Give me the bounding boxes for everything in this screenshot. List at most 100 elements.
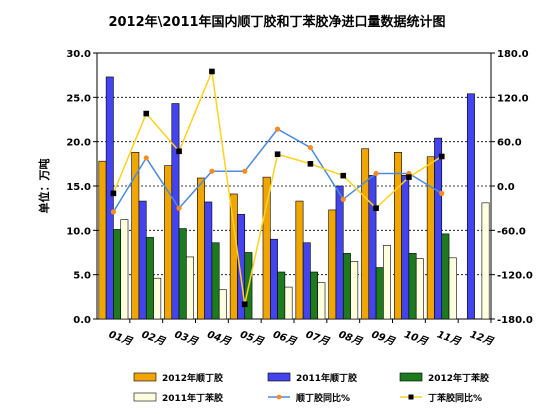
x-tick-label: 11月	[435, 328, 463, 348]
y2-tick-label: -60.0	[497, 226, 526, 237]
line-point	[340, 172, 347, 179]
bar	[204, 201, 213, 320]
right-axis: -180.0 -120.0 -60.0 0.0 60.0 120.0 180.0	[491, 49, 533, 326]
bar	[171, 103, 180, 320]
legend: 2012年顺丁胶 2011年顺丁胶 2012年丁苯胶 2011年丁苯胶 顺丁胶同比% 丁苯…	[133, 372, 489, 404]
bar	[335, 185, 344, 320]
y-tick-label: 10.0	[66, 226, 91, 237]
y2-tick-label: 60.0	[497, 138, 522, 149]
line-point	[209, 68, 215, 75]
bar	[415, 258, 424, 320]
bar	[441, 233, 450, 320]
bar	[211, 242, 220, 320]
bar	[317, 282, 326, 320]
y2-tick-label: 180.0	[497, 49, 529, 60]
lines	[110, 68, 445, 308]
legend-swatch	[267, 372, 291, 382]
x-axis: 01月 02月 03月 04月 05月 06月 07月 08月 09月 10月 11月 12月	[107, 319, 496, 348]
line-point	[307, 144, 314, 151]
x-tick-label: 02月	[140, 328, 168, 348]
bar	[426, 156, 435, 320]
y-tick-label: 30.0	[66, 49, 91, 60]
legend-marker	[408, 394, 414, 400]
grid-lines	[97, 96, 491, 276]
line-point	[274, 151, 281, 158]
bar	[295, 200, 304, 320]
line-point	[209, 168, 215, 174]
y-tick-label: 25.0	[66, 93, 91, 104]
legend-swatch	[133, 372, 157, 382]
legend-label: 2011年丁苯胶	[162, 392, 223, 404]
x-tick-label: 07月	[304, 328, 332, 348]
bar	[218, 289, 227, 320]
x-tick-label: 01月	[107, 328, 135, 348]
x-tick-label: 10月	[403, 328, 431, 348]
bar	[342, 253, 351, 320]
y-tick-label: 5.0	[73, 271, 91, 282]
bar	[328, 209, 337, 320]
line-point	[241, 301, 248, 308]
x-tick-label: 04月	[206, 328, 234, 348]
x-tick-label: 09月	[370, 328, 398, 348]
y2-tick-label: -120.0	[497, 271, 533, 282]
bar	[466, 93, 475, 320]
bar	[98, 160, 107, 320]
bar	[105, 76, 114, 320]
line-point	[373, 205, 379, 211]
bar	[394, 152, 402, 320]
bar	[120, 219, 129, 320]
x-tick-label: 05月	[238, 328, 266, 348]
line-point	[143, 155, 149, 161]
bar	[197, 177, 205, 320]
y-axis-label: 单位：万吨	[37, 159, 51, 214]
line-point	[242, 168, 248, 174]
bar	[284, 286, 293, 320]
line-point	[143, 110, 150, 117]
bar	[383, 245, 391, 320]
bar	[269, 238, 278, 320]
bar	[401, 175, 410, 320]
line-point	[110, 209, 117, 215]
line-point	[406, 174, 412, 180]
legend-label: 2012年顺丁胶	[162, 372, 223, 384]
line-point	[438, 153, 445, 160]
bar	[368, 175, 377, 320]
left-axis: 0.0 5.0 10.0 15.0 20.0 25.0 30.0	[66, 49, 97, 326]
legend-label: 2011年顺丁胶	[296, 372, 357, 384]
bar	[178, 228, 187, 320]
bar	[302, 242, 311, 320]
line-point	[307, 161, 314, 167]
legend-marker	[276, 394, 282, 400]
bar	[145, 237, 154, 320]
bar	[448, 257, 457, 320]
bar	[350, 261, 359, 320]
y2-tick-label: 120.0	[497, 93, 529, 104]
bar	[434, 137, 443, 320]
bar	[408, 253, 417, 320]
y2-tick-label: -180.0	[497, 315, 533, 326]
bar	[153, 277, 162, 320]
x-tick-label: 03月	[173, 328, 201, 348]
y-tick-label: 0.0	[73, 315, 91, 326]
chart-title: 2012年\2011年国内顺丁胶和丁苯胶净进口量数据统计图	[108, 14, 445, 30]
bar	[310, 271, 319, 320]
x-tick-label: 12月	[468, 328, 496, 348]
line-point	[340, 196, 346, 202]
bar	[481, 202, 490, 320]
line-point	[274, 126, 281, 132]
bar	[113, 229, 122, 320]
legend-label: 顺丁胶同比%	[296, 392, 350, 404]
bar	[186, 256, 194, 320]
y-tick-label: 20.0	[66, 138, 91, 149]
line-point	[110, 190, 117, 197]
line-point	[176, 148, 182, 155]
x-tick-label: 08月	[337, 328, 365, 348]
y-tick-label: 15.0	[66, 182, 91, 193]
legend-label: 2012年丁苯胶	[428, 372, 489, 384]
legend-label: 丁苯胶同比%	[428, 392, 482, 404]
line-point	[176, 205, 182, 211]
bar	[277, 271, 286, 320]
bars	[98, 76, 490, 320]
line-point	[373, 170, 379, 177]
